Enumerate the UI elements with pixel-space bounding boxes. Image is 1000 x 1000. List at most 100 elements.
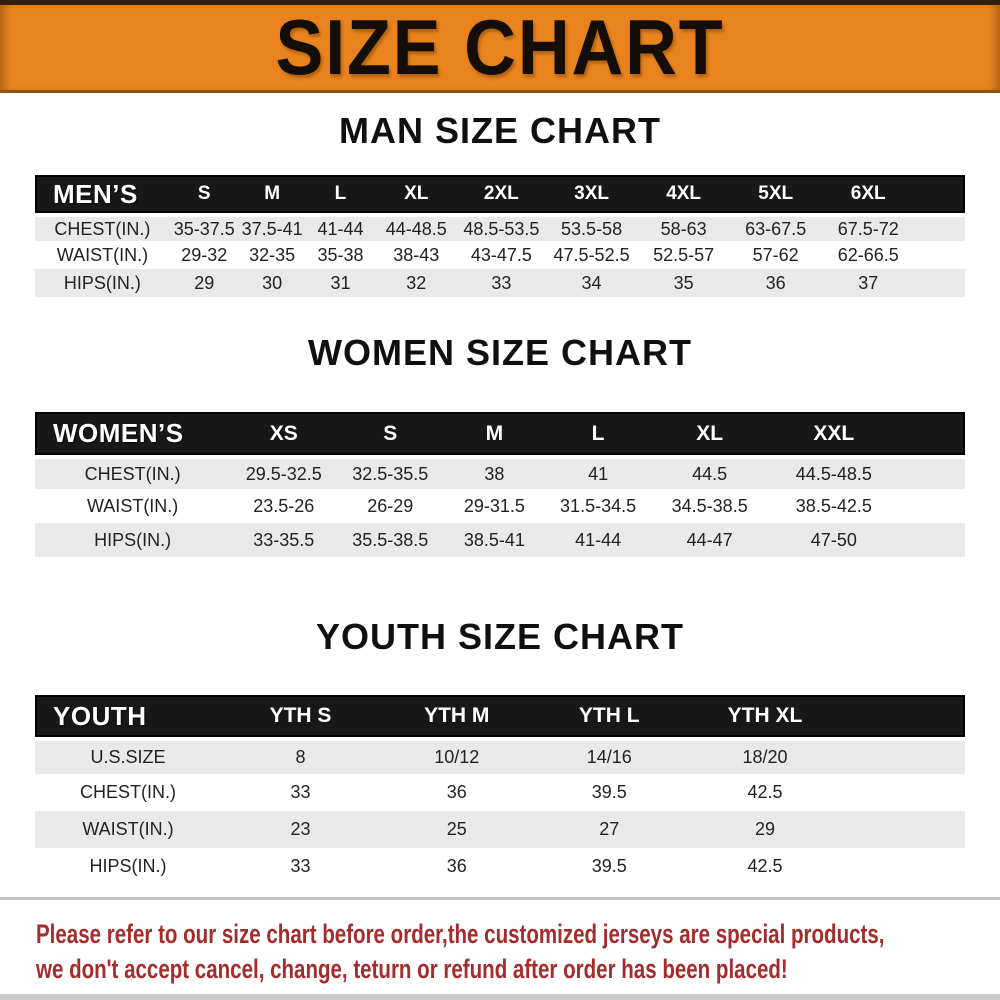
row-label: WAIST(IN.) xyxy=(35,241,170,269)
size-cell: 53.5-58 xyxy=(545,213,638,241)
table-row: CHEST(IN.) 35-37.5 37.5-41 41-44 44-48.5… xyxy=(35,213,965,241)
size-cell: 33 xyxy=(221,848,381,885)
header-filler xyxy=(844,695,965,737)
cell-filler xyxy=(914,241,965,269)
divider-line xyxy=(0,897,1000,900)
heading-man-size-chart: MAN SIZE CHART xyxy=(339,110,661,151)
size-cell: 67.5-72 xyxy=(821,213,915,241)
size-column-header: S xyxy=(169,175,239,213)
women-header-row: WOMEN’S XS S M L XL XXL xyxy=(35,412,965,455)
bottom-strip xyxy=(0,994,1000,1000)
row-label: WAIST(IN.) xyxy=(35,489,231,523)
size-column-header: XS xyxy=(230,412,338,455)
size-cell: 25 xyxy=(380,811,534,848)
size-cell: 34 xyxy=(545,269,638,297)
size-cell: 14/16 xyxy=(533,737,686,774)
women-size-table: WOMEN’S XS S M L XL XXL CHEST(IN.) 29.5-… xyxy=(35,412,965,557)
size-cell: 38.5-41 xyxy=(443,523,546,557)
size-cell: 41-44 xyxy=(545,523,651,557)
size-cell: 23.5-26 xyxy=(230,489,338,523)
size-column-header: YTH S xyxy=(221,695,381,737)
size-column-header: YTH L xyxy=(533,695,686,737)
row-label: U.S.SIZE xyxy=(35,737,221,774)
cell-filler xyxy=(898,523,965,557)
size-cell: 43-47.5 xyxy=(457,241,546,269)
size-cell: 39.5 xyxy=(533,774,686,811)
table-row: HIPS(IN.) 29 30 31 32 33 34 35 36 37 xyxy=(35,269,965,297)
row-label: CHEST(IN.) xyxy=(35,774,221,811)
size-cell: 29-32 xyxy=(169,241,239,269)
header-filler xyxy=(914,175,965,213)
size-cell: 63-67.5 xyxy=(729,213,822,241)
size-cell: 39.5 xyxy=(533,848,686,885)
table-row: CHEST(IN.) 33 36 39.5 42.5 xyxy=(35,774,965,811)
size-cell: 32.5-35.5 xyxy=(337,455,444,489)
size-column-header: 3XL xyxy=(545,175,638,213)
size-column-header: L xyxy=(545,412,651,455)
footer-note: Please refer to our size chart before or… xyxy=(36,917,1000,987)
size-column-header: XXL xyxy=(768,412,899,455)
size-cell: 42.5 xyxy=(685,848,845,885)
size-cell: 27 xyxy=(533,811,686,848)
size-cell: 37.5-41 xyxy=(238,213,306,241)
size-cell: 52.5-57 xyxy=(637,241,730,269)
header-filler xyxy=(898,412,965,455)
size-cell: 35-38 xyxy=(305,241,376,269)
size-cell: 36 xyxy=(380,774,534,811)
heading-youth-size-chart: YOUTH SIZE CHART xyxy=(315,616,684,657)
size-column-header: XL xyxy=(650,412,769,455)
youth-header-row: YOUTH YTH S YTH M YTH L YTH XL xyxy=(35,695,965,737)
size-cell: 10/12 xyxy=(380,737,534,774)
size-cell: 37 xyxy=(821,269,915,297)
size-cell: 29 xyxy=(685,811,845,848)
row-label: HIPS(IN.) xyxy=(35,523,231,557)
cell-filler xyxy=(844,737,965,774)
size-cell: 29 xyxy=(169,269,239,297)
row-label: CHEST(IN.) xyxy=(35,213,170,241)
size-cell: 33 xyxy=(221,774,381,811)
heading-women-size-chart: WOMEN SIZE CHART xyxy=(308,332,692,373)
size-column-header: M xyxy=(443,412,546,455)
table-row: WAIST(IN.) 23.5-26 26-29 29-31.5 31.5-34… xyxy=(35,489,965,523)
size-cell: 31 xyxy=(305,269,376,297)
size-cell: 32-35 xyxy=(238,241,306,269)
size-cell: 42.5 xyxy=(685,774,845,811)
size-cell: 18/20 xyxy=(685,737,845,774)
cell-filler xyxy=(914,213,965,241)
size-cell: 35 xyxy=(637,269,730,297)
size-column-header: 6XL xyxy=(821,175,915,213)
size-cell: 23 xyxy=(221,811,381,848)
size-cell: 44-47 xyxy=(650,523,769,557)
size-cell: 29-31.5 xyxy=(443,489,546,523)
table-row: WAIST(IN.) 29-32 32-35 35-38 38-43 43-47… xyxy=(35,241,965,269)
women-table-label: WOMEN’S xyxy=(35,412,231,455)
size-column-header: YTH M xyxy=(380,695,534,737)
size-cell: 47.5-52.5 xyxy=(545,241,638,269)
men-size-table: MEN’S S M L XL 2XL 3XL 4XL 5XL 6XL CHEST… xyxy=(35,175,965,297)
size-cell: 35-37.5 xyxy=(169,213,239,241)
youth-table-label: YOUTH xyxy=(35,695,221,737)
size-cell: 58-63 xyxy=(637,213,730,241)
row-label: HIPS(IN.) xyxy=(35,848,221,885)
table-row: CHEST(IN.) 29.5-32.5 32.5-35.5 38 41 44.… xyxy=(35,455,965,489)
banner: SIZE CHART xyxy=(0,0,1000,93)
cell-filler xyxy=(844,848,965,885)
men-header-row: MEN’S S M L XL 2XL 3XL 4XL 5XL 6XL xyxy=(35,175,965,213)
cell-filler xyxy=(844,774,965,811)
size-cell: 26-29 xyxy=(337,489,444,523)
size-cell: 38 xyxy=(443,455,546,489)
size-cell: 31.5-34.5 xyxy=(545,489,651,523)
youth-size-table: YOUTH YTH S YTH M YTH L YTH XL U.S.SIZE … xyxy=(35,695,965,885)
size-column-header: XL xyxy=(375,175,458,213)
size-column-header: M xyxy=(238,175,306,213)
size-column-header: S xyxy=(337,412,444,455)
size-cell: 44.5-48.5 xyxy=(768,455,899,489)
size-cell: 47-50 xyxy=(768,523,899,557)
men-table-label: MEN’S xyxy=(35,175,170,213)
banner-title: SIZE CHART xyxy=(275,3,725,91)
size-cell: 41-44 xyxy=(305,213,376,241)
cell-filler xyxy=(898,489,965,523)
row-label: CHEST(IN.) xyxy=(35,455,231,489)
size-cell: 36 xyxy=(380,848,534,885)
